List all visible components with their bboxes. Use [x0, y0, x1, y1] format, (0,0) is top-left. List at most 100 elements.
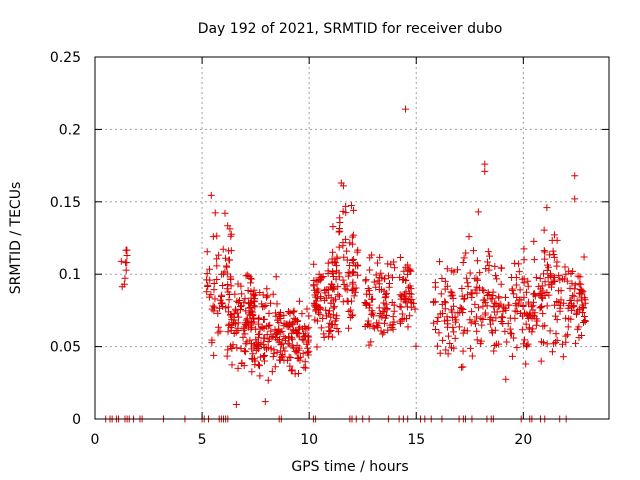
data-point	[276, 328, 284, 336]
data-point	[521, 309, 529, 317]
data-point	[524, 282, 532, 290]
data-point	[350, 269, 358, 277]
data-point	[322, 306, 330, 314]
data-point	[497, 280, 505, 288]
data-point	[299, 349, 307, 357]
data-point	[468, 352, 476, 360]
data-point	[474, 208, 482, 216]
data-point	[240, 326, 248, 334]
data-point	[370, 324, 378, 332]
data-point	[240, 347, 248, 355]
data-point	[351, 288, 359, 296]
data-point	[216, 327, 224, 335]
data-point	[363, 300, 371, 308]
data-point	[412, 342, 420, 350]
data-point	[376, 310, 384, 318]
data-point	[225, 256, 233, 264]
data-point	[495, 302, 503, 310]
data-point	[460, 254, 468, 262]
data-point	[313, 343, 321, 351]
data-point	[219, 245, 227, 253]
data-point	[315, 270, 323, 278]
data-point	[203, 248, 211, 256]
data-point	[451, 318, 459, 326]
data-point	[537, 303, 545, 311]
data-point	[312, 293, 320, 301]
data-point	[481, 298, 489, 306]
data-point	[223, 270, 231, 278]
data-point	[436, 349, 444, 357]
data-point	[435, 329, 443, 337]
data-point	[396, 303, 404, 311]
data-point	[208, 336, 216, 344]
data-point	[233, 344, 241, 352]
data-point	[122, 266, 130, 274]
data-point	[468, 290, 476, 298]
data-point	[571, 285, 579, 293]
data-point	[339, 182, 347, 190]
data-point	[372, 283, 380, 291]
data-point	[537, 292, 545, 300]
data-point	[215, 251, 223, 259]
data-point	[571, 195, 579, 203]
data-point	[269, 353, 277, 361]
data-point	[377, 269, 385, 277]
data-point	[367, 338, 375, 346]
data-point	[511, 259, 519, 267]
data-point	[339, 276, 347, 284]
data-point	[262, 302, 270, 310]
data-point	[550, 251, 558, 259]
data-point	[281, 334, 289, 342]
x-tick-label: 0	[91, 432, 100, 448]
data-point	[400, 267, 408, 275]
data-point	[263, 331, 271, 339]
data-point	[251, 295, 259, 303]
data-point	[366, 266, 374, 274]
data-point	[317, 276, 325, 284]
data-point	[473, 289, 481, 297]
data-point	[565, 267, 573, 275]
data-point	[466, 269, 474, 277]
data-point	[575, 289, 583, 297]
data-points	[102, 105, 589, 423]
data-point	[430, 319, 438, 327]
data-point	[271, 363, 279, 371]
data-point	[450, 302, 458, 310]
data-point	[540, 270, 548, 278]
data-point	[580, 253, 588, 261]
data-point	[441, 298, 449, 306]
data-point	[381, 294, 389, 302]
data-point	[540, 247, 548, 255]
data-point	[272, 334, 280, 342]
data-point	[267, 299, 275, 307]
data-point	[541, 255, 549, 263]
data-point	[218, 291, 226, 299]
data-point	[228, 313, 236, 321]
data-point	[120, 280, 128, 288]
data-point	[537, 357, 545, 365]
data-point	[204, 283, 212, 291]
data-point	[288, 329, 296, 337]
data-point	[455, 323, 463, 331]
data-point	[317, 294, 325, 302]
x-tick-label: 20	[514, 432, 532, 448]
data-point	[276, 309, 284, 317]
data-point	[404, 270, 412, 278]
data-point	[530, 237, 538, 245]
data-point	[522, 343, 530, 351]
data-point	[406, 312, 414, 320]
data-point	[300, 363, 308, 371]
data-point	[349, 268, 357, 276]
data-point	[369, 312, 377, 320]
data-point	[335, 292, 343, 300]
data-point	[441, 305, 449, 313]
data-point	[255, 340, 263, 348]
data-point	[520, 293, 528, 301]
data-point	[370, 278, 378, 286]
data-point	[568, 306, 576, 314]
data-point	[229, 341, 237, 349]
data-point	[563, 277, 571, 285]
data-point	[313, 285, 321, 293]
data-point	[219, 282, 227, 290]
data-point	[444, 350, 452, 358]
